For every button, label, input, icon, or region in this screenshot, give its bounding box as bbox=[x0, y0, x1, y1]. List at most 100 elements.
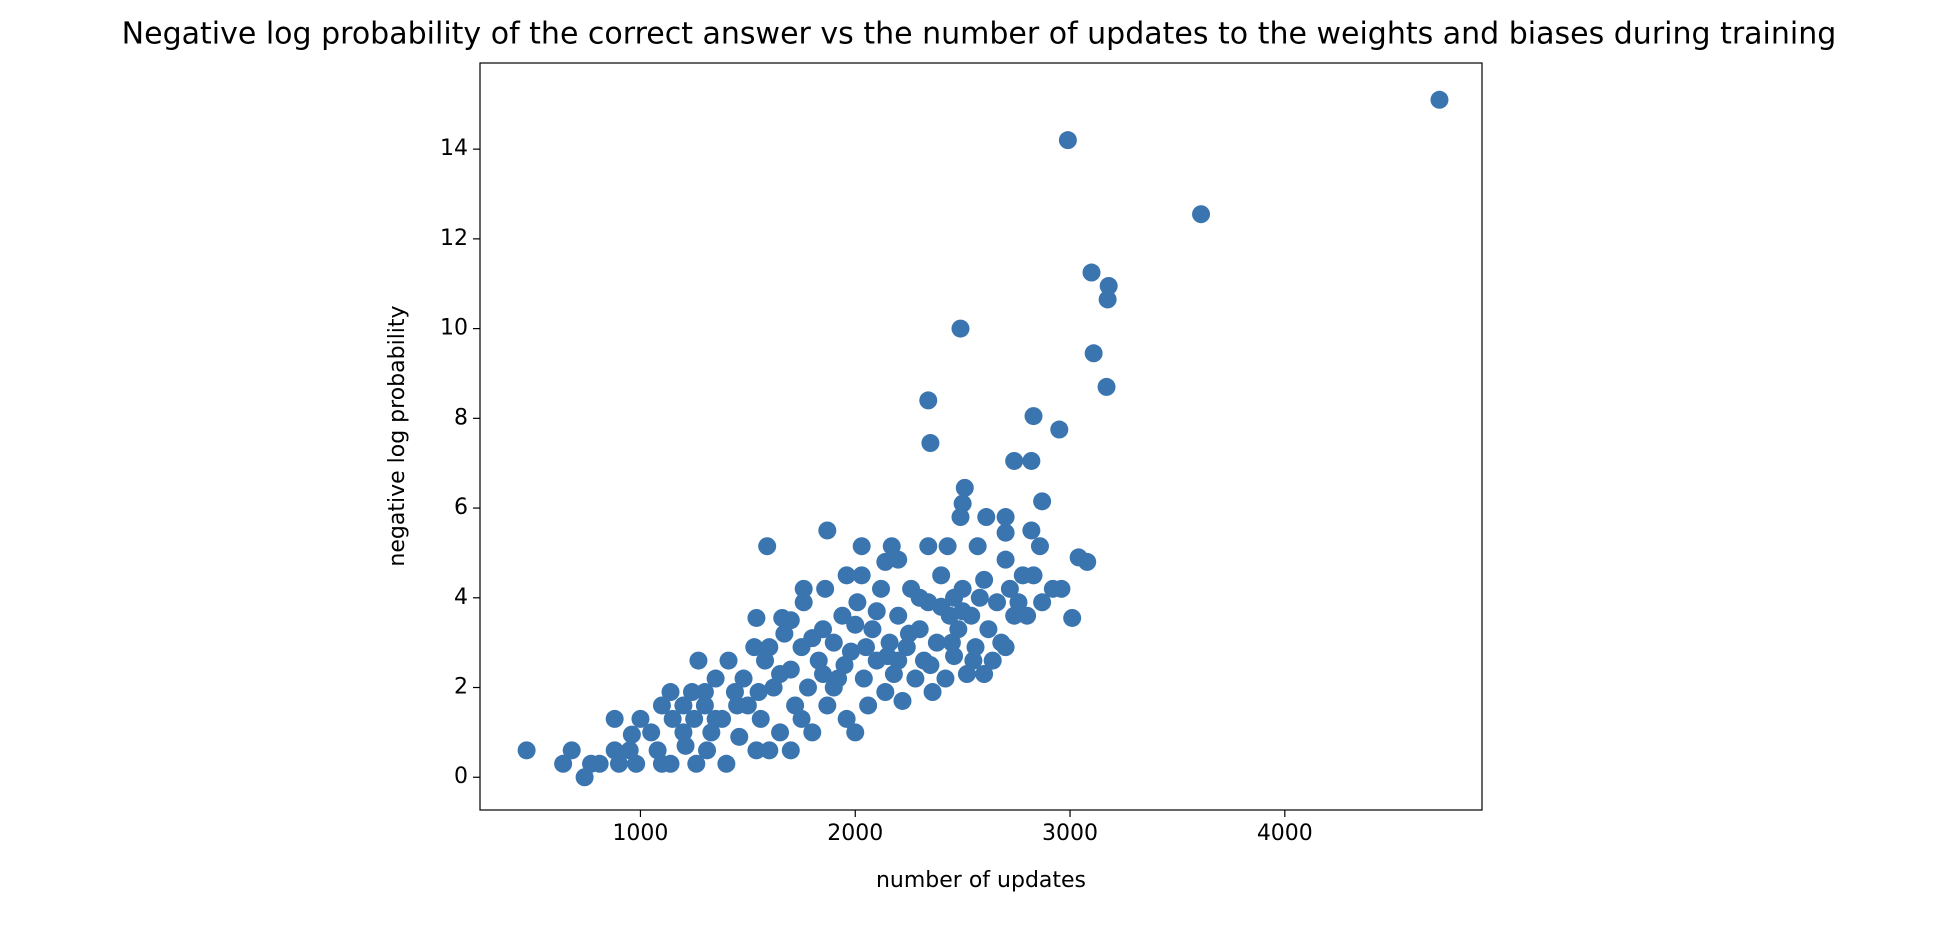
point bbox=[951, 508, 970, 527]
y-tick-label: 14 bbox=[440, 136, 468, 161]
point bbox=[771, 723, 790, 742]
point bbox=[919, 391, 938, 410]
point bbox=[1058, 131, 1077, 150]
point bbox=[1009, 593, 1028, 612]
point bbox=[1033, 492, 1052, 511]
point bbox=[846, 615, 865, 634]
point bbox=[781, 741, 800, 760]
point bbox=[979, 620, 998, 639]
point bbox=[996, 550, 1015, 569]
point bbox=[786, 696, 805, 715]
point bbox=[728, 696, 747, 715]
point bbox=[1050, 420, 1069, 439]
point bbox=[794, 579, 813, 598]
point bbox=[996, 638, 1015, 657]
point bbox=[876, 552, 895, 571]
point bbox=[792, 709, 811, 728]
point bbox=[882, 537, 901, 556]
point bbox=[1000, 579, 1019, 598]
point bbox=[605, 709, 624, 728]
point bbox=[1052, 579, 1071, 598]
point bbox=[814, 665, 833, 684]
point bbox=[889, 651, 908, 670]
point bbox=[758, 537, 777, 556]
point bbox=[803, 723, 822, 742]
point bbox=[854, 669, 873, 688]
point bbox=[996, 523, 1015, 542]
y-axis-label: negative log probability bbox=[385, 305, 410, 566]
point bbox=[848, 593, 867, 612]
point bbox=[803, 629, 822, 648]
point bbox=[695, 683, 714, 702]
point bbox=[824, 678, 843, 697]
point bbox=[674, 723, 693, 742]
point bbox=[760, 638, 779, 657]
x-tick-label: 3000 bbox=[1042, 821, 1098, 846]
point bbox=[627, 754, 646, 773]
point bbox=[837, 709, 856, 728]
point bbox=[970, 588, 989, 607]
plot-frame bbox=[479, 62, 1483, 811]
point bbox=[966, 638, 985, 657]
point bbox=[771, 665, 790, 684]
point bbox=[517, 741, 536, 760]
point bbox=[1030, 537, 1049, 556]
point bbox=[942, 633, 961, 652]
point bbox=[717, 754, 736, 773]
point bbox=[764, 678, 783, 697]
point bbox=[964, 651, 983, 670]
point bbox=[562, 741, 581, 760]
x-tick-label: 1000 bbox=[612, 821, 668, 846]
point bbox=[661, 683, 680, 702]
point bbox=[846, 723, 865, 742]
point bbox=[932, 597, 951, 616]
x-tick-label: 4000 bbox=[1257, 821, 1313, 846]
point bbox=[798, 678, 817, 697]
point bbox=[841, 642, 860, 661]
point bbox=[983, 651, 1002, 670]
point bbox=[975, 570, 994, 589]
point bbox=[749, 683, 768, 702]
point bbox=[852, 566, 871, 585]
point bbox=[663, 709, 682, 728]
point bbox=[1018, 606, 1037, 625]
point bbox=[1078, 552, 1097, 571]
point bbox=[921, 656, 940, 675]
point bbox=[682, 683, 701, 702]
point bbox=[1082, 263, 1101, 282]
x-axis-label: number of updates bbox=[876, 868, 1086, 893]
point bbox=[863, 620, 882, 639]
point bbox=[1097, 377, 1116, 396]
point bbox=[725, 683, 744, 702]
point bbox=[988, 593, 1007, 612]
point bbox=[953, 494, 972, 513]
point bbox=[996, 508, 1015, 527]
point bbox=[745, 638, 764, 657]
y-tick-label: 6 bbox=[454, 495, 468, 520]
point bbox=[899, 624, 918, 643]
point bbox=[859, 696, 878, 715]
y-tick-label: 0 bbox=[454, 764, 468, 789]
point bbox=[910, 588, 929, 607]
point bbox=[927, 633, 946, 652]
point bbox=[751, 709, 770, 728]
point bbox=[1022, 451, 1041, 470]
point bbox=[1024, 407, 1043, 426]
point bbox=[734, 669, 753, 688]
point bbox=[953, 602, 972, 621]
point bbox=[852, 537, 871, 556]
point bbox=[897, 638, 916, 657]
point bbox=[818, 696, 837, 715]
point bbox=[876, 683, 895, 702]
point bbox=[837, 566, 856, 585]
point bbox=[921, 434, 940, 453]
point bbox=[1099, 276, 1118, 295]
point bbox=[775, 624, 794, 643]
point bbox=[872, 579, 891, 598]
point bbox=[1098, 290, 1117, 309]
point bbox=[1084, 344, 1103, 363]
point bbox=[747, 608, 766, 627]
point bbox=[833, 606, 852, 625]
point bbox=[674, 696, 693, 715]
point bbox=[889, 606, 908, 625]
